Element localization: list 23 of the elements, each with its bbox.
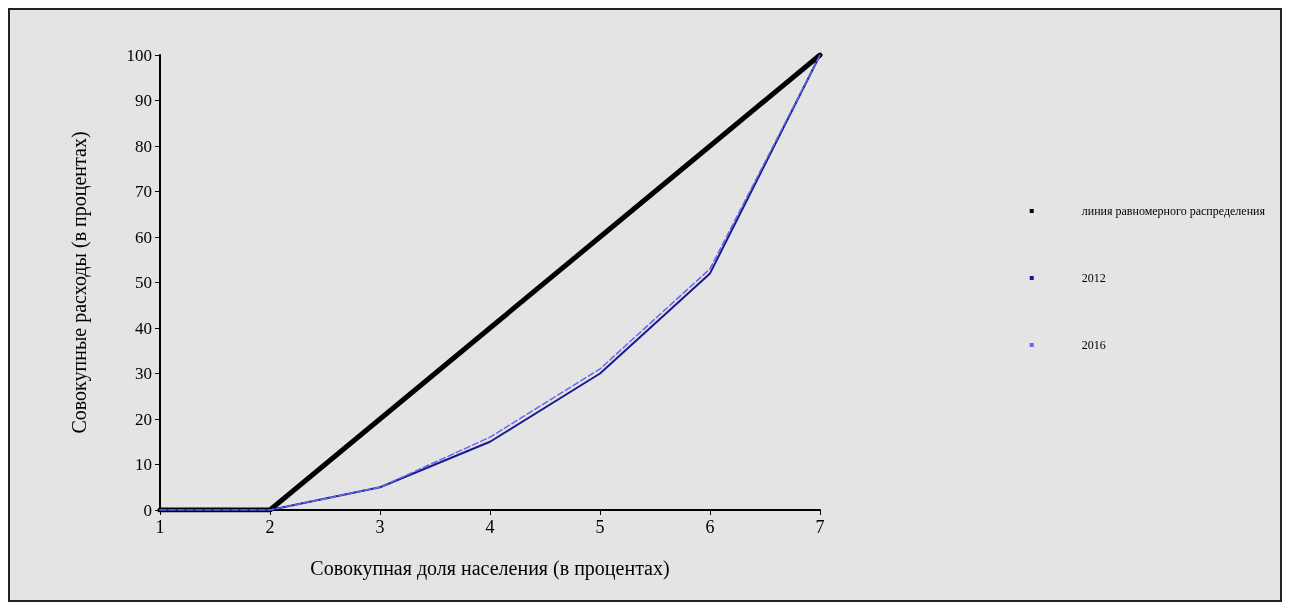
y-tick-label: 20	[135, 409, 152, 429]
x-tick-label: 2	[265, 517, 275, 537]
x-tick-label: 1	[155, 517, 165, 537]
x-tick-label: 3	[375, 517, 385, 537]
y-tick-label: 70	[135, 182, 152, 201]
y-tick-label: 10	[135, 455, 152, 474]
text: линия равномерного распределения	[1081, 204, 1266, 218]
y-tick-label: 100	[126, 45, 152, 65]
y-tick-label: 90	[135, 91, 152, 110]
y-tick-label: 0	[143, 500, 152, 520]
text: 2016	[1081, 338, 1106, 352]
y-tick-label: 60	[135, 227, 152, 247]
y-tick-label: 50	[135, 273, 152, 292]
text: 2012	[1081, 271, 1106, 285]
x-tick-label: 5	[595, 517, 605, 537]
y-tick-label: 30	[135, 364, 152, 383]
y-tick-label: 40	[135, 318, 152, 338]
x-tick-label: 6	[705, 517, 715, 537]
y-axis-title: Совокупные расходы (в процентах)	[68, 131, 91, 434]
x-tick-label: 7	[815, 517, 825, 537]
y-tick-label: 80	[135, 136, 152, 156]
x-tick-label: 4	[485, 517, 495, 537]
x-axis-title: Совокупная доля населения (в процентах)	[310, 557, 670, 580]
